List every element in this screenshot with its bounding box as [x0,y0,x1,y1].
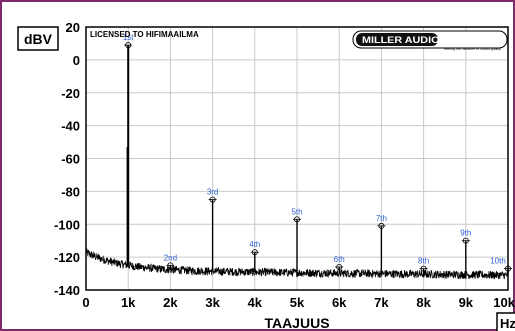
y-tick-label: -40 [61,119,80,134]
y-tick-label: 0 [73,53,80,68]
harmonic-label: 1st [123,33,134,42]
harmonic-label: 4th [249,240,260,249]
y-unit-box [17,26,59,51]
x-axis-label: TAAJUUS [264,315,329,331]
harmonic-label: 2nd [164,253,177,262]
x-tick-label: 5k [290,295,305,310]
x-unit-box [496,312,515,331]
plot-border [85,26,509,291]
harmonic-label: 3rd [207,188,219,197]
x-tick-label: 10k [493,295,515,310]
y-tick-label: -100 [54,217,80,232]
y-tick-labels: 20 0 -20 -40 -60 -80 -100 -120 -140 [54,20,80,298]
license-text: LICENSED TO HIFIMAAILMA [90,30,199,39]
logo-text: MILLER AUDIO RESEARCH [362,35,503,46]
y-axis-label: dBV [24,31,53,47]
y-tick-label: -140 [54,283,80,298]
x-tick-label: 0 [82,295,89,310]
y-tick-label: -60 [61,152,80,167]
x-tick-label: 4k [248,295,263,310]
harmonic-label: 9th [460,229,471,238]
y-tick-label: -80 [61,184,80,199]
x-unit-label: Hz [500,316,515,331]
logo-tagline: Setting the measure of sound quality [444,47,501,51]
x-tick-label: 7k [374,295,389,310]
y-tick-label: -120 [54,250,80,265]
x-tick-label: 8k [416,295,431,310]
noise-floor-trace [85,248,509,280]
harmonic-label: 8th [418,257,429,266]
harmonic-label: 6th [334,255,345,264]
harmonic-label: 7th [376,214,387,223]
y-tick-label: -20 [61,86,80,101]
x-tick-label: 9k [459,295,474,310]
x-tick-label: 1k [121,295,136,310]
harmonic-peaks: 1st 2nd 3rd 4th 5th 6th 7th 8th 9th 10th [123,33,512,276]
x-tick-label: 6k [332,295,347,310]
y-tick-label: 20 [66,20,80,35]
harmonic-label: 5th [291,207,302,216]
harmonic-label: 10th [490,257,506,266]
miller-audio-research-logo: MILLER AUDIO RESEARCH Setting the measur… [352,30,508,51]
x-tick-labels: 0 1k 2k 3k 4k 5k 6k 7k 8k 9k 10k [82,295,515,310]
x-tick-label: 3k [205,295,220,310]
x-tick-label: 2k [163,295,178,310]
